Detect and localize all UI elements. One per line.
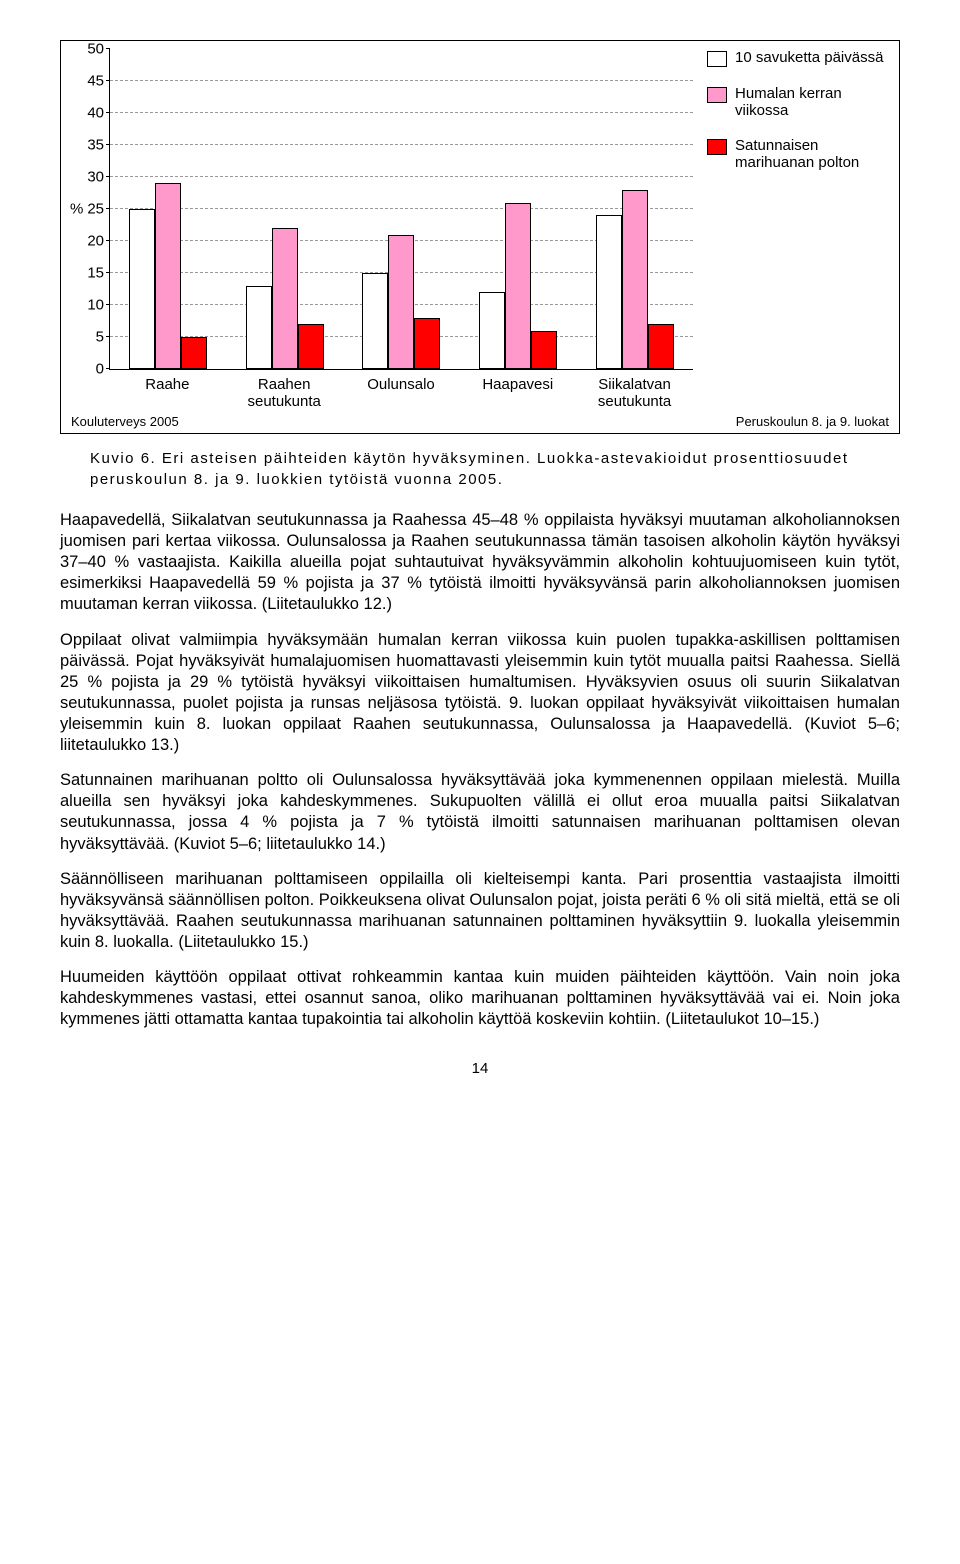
y-tick-label: 0	[70, 361, 104, 378]
legend-swatch	[707, 139, 727, 155]
bar	[362, 273, 388, 369]
x-tick-label: Oulunsalo	[351, 376, 451, 410]
paragraph: Oppilaat olivat valmiimpia hyväksymään h…	[60, 630, 900, 757]
legend-label: Satunnaisen marihuanan polton	[735, 137, 887, 171]
y-tick-label: 40	[70, 105, 104, 122]
bar-group	[359, 235, 443, 369]
x-tick-label: Raahe	[117, 376, 217, 410]
chart-footer-right: Peruskoulun 8. ja 9. luokat	[736, 414, 889, 429]
bar-group	[243, 228, 327, 369]
bar	[272, 228, 298, 369]
legend-swatch	[707, 87, 727, 103]
bar	[155, 183, 181, 369]
y-tick-label: 35	[70, 137, 104, 154]
bar	[414, 318, 440, 369]
bar	[388, 235, 414, 369]
chart-container: % 05101520253035404550 RaaheRaahen seutu…	[60, 40, 900, 434]
x-tick-label: Raahen seutukunta	[234, 376, 334, 410]
y-tick-label: 5	[70, 329, 104, 346]
bar-group	[593, 190, 677, 369]
bar-group	[126, 183, 210, 369]
chart-plot-area: % 05101520253035404550 RaaheRaahen seutu…	[69, 49, 693, 410]
bar	[596, 215, 622, 369]
legend-swatch	[707, 51, 727, 67]
paragraph: Huumeiden käyttöön oppilaat ottivat rohk…	[60, 967, 900, 1030]
bar	[298, 324, 324, 369]
y-tick-label: 30	[70, 169, 104, 186]
bar	[531, 331, 557, 369]
y-tick-label: 20	[70, 233, 104, 250]
chart-legend: 10 savuketta päivässä Humalan kerran viik…	[693, 49, 891, 410]
bar	[479, 292, 505, 369]
y-tick-label: 15	[70, 265, 104, 282]
bar	[505, 203, 531, 369]
paragraph: Säännölliseen marihuanan polttamiseen op…	[60, 869, 900, 953]
bar	[246, 286, 272, 369]
y-tick-label: 10	[70, 297, 104, 314]
y-tick-label: 50	[70, 41, 104, 58]
legend-item: Humalan kerran viikossa	[707, 85, 887, 119]
legend-item: 10 savuketta päivässä	[707, 49, 887, 67]
x-tick-label: Siikalatvan seutukunta	[585, 376, 685, 410]
bar	[622, 190, 648, 369]
x-axis-labels: Raahe Raahen seutukunta Oulunsalo Haapavesi…	[109, 370, 693, 410]
figure-caption: Kuvio 6. Eri asteisen päihteiden käytön …	[90, 448, 900, 490]
bar	[181, 337, 207, 369]
x-tick-label: Haapavesi	[468, 376, 568, 410]
bar-group	[476, 203, 560, 369]
bar	[129, 209, 155, 369]
bar	[648, 324, 674, 369]
page-number: 14	[60, 1060, 900, 1077]
chart-footer: Kouluterveys 2005 Peruskoulun 8. ja 9. l…	[71, 414, 889, 429]
body-text: Haapavedellä, Siikalatvan seutukunnassa …	[60, 510, 900, 1030]
paragraph: Satunnainen marihuanan poltto oli Ouluns…	[60, 770, 900, 854]
y-tick-label: 25	[70, 201, 104, 218]
paragraph: Haapavedellä, Siikalatvan seutukunnassa …	[60, 510, 900, 616]
y-tick-label: 45	[70, 73, 104, 90]
chart-footer-left: Kouluterveys 2005	[71, 414, 179, 429]
legend-label: 10 savuketta päivässä	[735, 49, 883, 66]
legend-item: Satunnaisen marihuanan polton	[707, 137, 887, 171]
legend-label: Humalan kerran viikossa	[735, 85, 887, 119]
